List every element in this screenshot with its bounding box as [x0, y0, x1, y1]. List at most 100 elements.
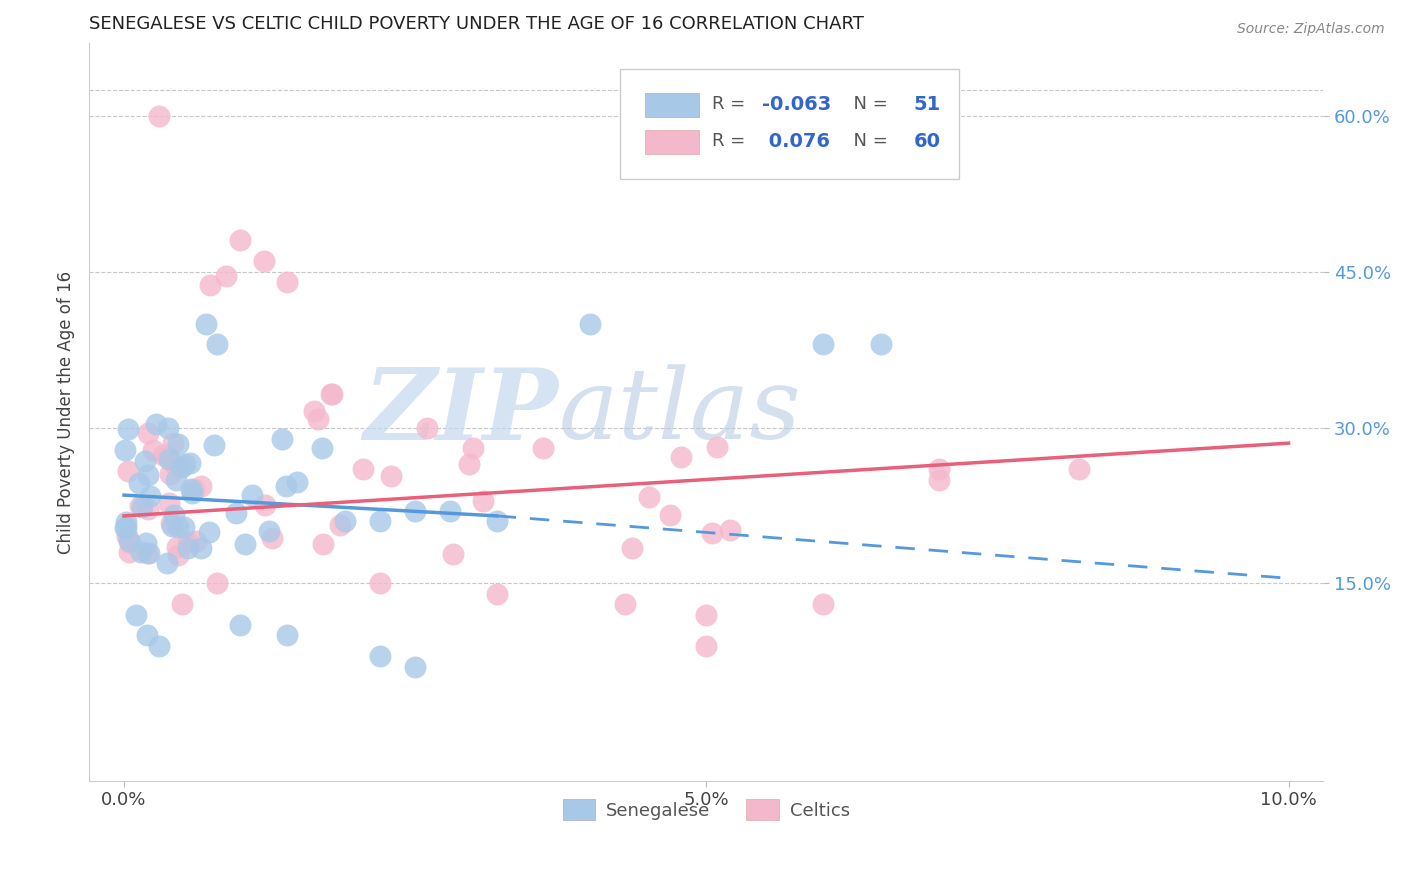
Point: [136, 502, 159, 516]
Point: [253, 498, 276, 512]
Point: [157, 452, 180, 467]
Point: [311, 442, 333, 456]
Point: [253, 254, 276, 268]
Point: [233, 537, 256, 551]
Point: [718, 523, 741, 537]
Point: [166, 548, 188, 562]
Text: 51: 51: [914, 95, 941, 113]
Point: [335, 514, 357, 528]
Point: [870, 337, 893, 351]
Point: [183, 482, 205, 496]
Point: [319, 386, 342, 401]
Point: [138, 546, 160, 560]
Point: [695, 639, 717, 653]
Point: [702, 525, 724, 540]
Point: [163, 508, 186, 523]
Point: [117, 533, 139, 548]
Point: [198, 277, 221, 292]
Point: [160, 519, 183, 533]
Point: [167, 437, 190, 451]
Point: [177, 541, 200, 556]
Point: [181, 486, 204, 500]
Point: [472, 494, 495, 508]
Point: [404, 504, 426, 518]
Point: [159, 467, 181, 481]
Point: [136, 628, 159, 642]
Point: [136, 467, 159, 482]
Point: [276, 628, 298, 642]
Point: [136, 547, 159, 561]
Point: [155, 556, 177, 570]
Point: [368, 649, 391, 664]
Text: R =: R =: [713, 132, 751, 150]
Point: [307, 412, 329, 426]
Point: [380, 469, 402, 483]
Point: [198, 524, 221, 539]
Point: [276, 275, 298, 289]
Point: [179, 456, 201, 470]
Point: [439, 504, 461, 518]
Text: -0.063: -0.063: [762, 95, 831, 113]
Point: [114, 521, 136, 535]
Text: 0.076: 0.076: [762, 131, 830, 151]
Point: [145, 417, 167, 431]
Point: [172, 597, 194, 611]
Point: [180, 482, 202, 496]
Point: [621, 541, 644, 556]
Point: [416, 420, 439, 434]
Point: [229, 618, 252, 632]
Legend: Senegalese, Celtics: Senegalese, Celtics: [555, 792, 858, 827]
Point: [162, 435, 184, 450]
Point: [128, 475, 150, 490]
Point: [225, 507, 247, 521]
Text: R =: R =: [713, 95, 751, 113]
Point: [170, 460, 193, 475]
Point: [928, 473, 950, 487]
Point: [706, 440, 728, 454]
Text: N =: N =: [842, 95, 894, 113]
Point: [167, 520, 190, 534]
Point: [312, 536, 335, 550]
Text: atlas: atlas: [558, 364, 801, 459]
Point: [637, 490, 659, 504]
Point: [274, 479, 297, 493]
Point: [152, 448, 174, 462]
Point: [134, 454, 156, 468]
Point: [117, 422, 139, 436]
Point: [463, 442, 485, 456]
Point: [270, 432, 292, 446]
Point: [257, 524, 280, 538]
Point: [190, 479, 212, 493]
Point: [352, 462, 374, 476]
Point: [129, 544, 152, 558]
Point: [613, 597, 636, 611]
Point: [240, 488, 263, 502]
Point: [368, 514, 391, 528]
Point: [669, 450, 692, 464]
Point: [124, 607, 146, 622]
Text: ZIP: ZIP: [363, 364, 558, 460]
FancyBboxPatch shape: [644, 130, 699, 153]
Y-axis label: Child Poverty Under the Age of 16: Child Poverty Under the Age of 16: [58, 270, 75, 554]
Point: [1067, 462, 1090, 476]
Point: [166, 540, 188, 554]
Point: [215, 269, 238, 284]
Point: [457, 458, 479, 472]
Point: [404, 659, 426, 673]
Point: [157, 495, 180, 509]
Point: [115, 516, 138, 530]
Point: [202, 438, 225, 452]
Point: [368, 576, 391, 591]
Point: [148, 109, 170, 123]
Point: [329, 517, 352, 532]
Point: [285, 475, 308, 490]
Point: [165, 473, 187, 487]
Point: [148, 639, 170, 653]
Point: [811, 597, 834, 611]
Point: [184, 534, 207, 549]
Point: [531, 442, 554, 456]
FancyBboxPatch shape: [644, 93, 699, 117]
Text: N =: N =: [842, 132, 894, 150]
Point: [659, 508, 682, 522]
Point: [142, 443, 165, 458]
